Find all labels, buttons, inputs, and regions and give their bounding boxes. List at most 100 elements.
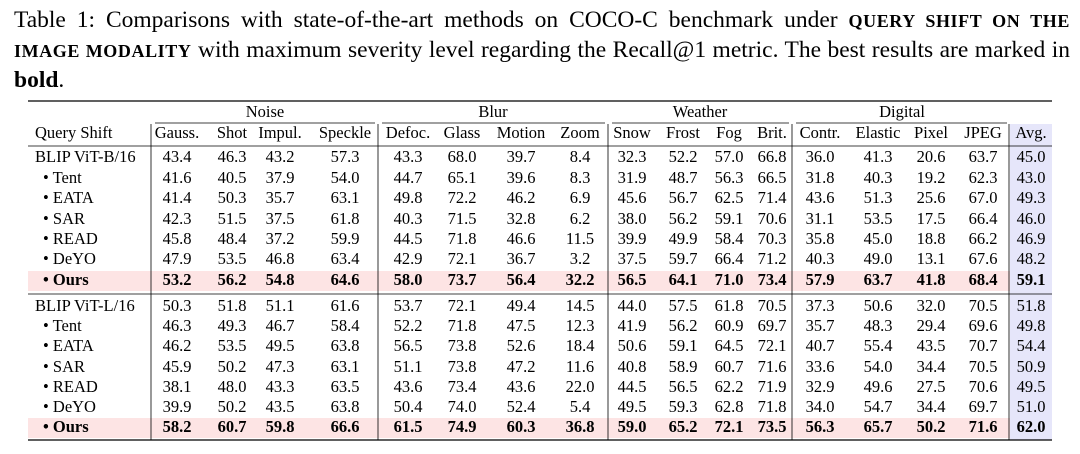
row-label: • SAR (43, 209, 85, 228)
group-header: Digital (879, 102, 925, 121)
cell: 73.4 (448, 377, 477, 396)
cell: 47.5 (507, 316, 536, 335)
cell: 50.6 (864, 296, 893, 315)
cell: 49.5 (266, 336, 295, 355)
cell: 46.2 (163, 336, 192, 355)
column-header: Fog (716, 123, 742, 142)
cell: 14.5 (566, 296, 595, 315)
cell: 32.8 (507, 209, 536, 228)
cell: 67.6 (969, 249, 998, 268)
cell: 54.4 (1017, 336, 1046, 355)
caption-emphasis: QUERY SHIFT ON THE IMAGE MODALITY (14, 11, 1070, 61)
cell: 36.7 (507, 249, 536, 268)
cell: 58.9 (669, 357, 698, 376)
cell: 51.1 (266, 296, 295, 315)
cell: 56.4 (507, 270, 536, 289)
cell: 58.2 (163, 417, 192, 436)
cell: 52.2 (394, 316, 423, 335)
column-header: Brit. (757, 123, 787, 142)
row-label: • READ (43, 229, 98, 248)
cell: 73.5 (758, 417, 787, 436)
cell: 61.6 (331, 296, 360, 315)
cell: 43.3 (266, 377, 295, 396)
column-header: JPEG (964, 123, 1002, 142)
cell: 44.7 (394, 168, 423, 187)
row-label: • EATA (43, 188, 94, 207)
cell: 54.0 (331, 168, 360, 187)
cell: 41.4 (163, 188, 192, 207)
cell: 11.6 (566, 357, 594, 376)
cell: 71.0 (715, 270, 744, 289)
cell: 36.0 (806, 147, 835, 166)
cell: 32.9 (806, 377, 835, 396)
cell: 57.0 (715, 147, 744, 166)
cell: 69.7 (758, 316, 787, 335)
cell: 63.1 (331, 357, 360, 376)
column-header: Speckle (319, 123, 371, 142)
cell: 43.2 (266, 147, 295, 166)
cell: 70.5 (969, 357, 998, 376)
cell: 71.2 (758, 249, 787, 268)
highlight-row (28, 418, 1010, 438)
cell: 18.8 (917, 229, 946, 248)
column-header: Contr. (800, 123, 841, 142)
cell: 29.4 (917, 316, 946, 335)
cell: 44.5 (618, 377, 647, 396)
cell: 11.5 (566, 229, 594, 248)
cell: 54.0 (864, 357, 893, 376)
cell: 57.3 (331, 147, 360, 166)
cell: 50.6 (618, 336, 647, 355)
cell: 41.8 (917, 270, 946, 289)
cell: 56.5 (618, 270, 647, 289)
cell: 49.5 (1017, 377, 1046, 396)
column-header: Query Shift (35, 123, 113, 142)
cell: 63.8 (331, 336, 360, 355)
column-header: Shot (217, 123, 248, 142)
cell: 62.5 (715, 188, 744, 207)
cell: 51.1 (394, 357, 423, 376)
cell: 59.3 (669, 397, 698, 416)
cell: 66.4 (969, 209, 998, 228)
cell: 6.2 (570, 209, 591, 228)
cell: 63.7 (864, 270, 893, 289)
cell: 37.5 (618, 249, 647, 268)
cell: 48.3 (864, 316, 893, 335)
cell: 37.2 (266, 229, 295, 248)
cell: 22.0 (566, 377, 595, 396)
cell: 45.6 (618, 188, 647, 207)
cell: 43.0 (1017, 168, 1046, 187)
cell: 71.6 (758, 357, 787, 376)
cell: 49.8 (1017, 316, 1046, 335)
cell: 41.3 (864, 147, 893, 166)
cell: 52.4 (507, 397, 536, 416)
cell: 71.5 (448, 209, 477, 228)
cell: 50.2 (218, 397, 247, 416)
cell: 49.3 (218, 316, 247, 335)
cell: 74.9 (448, 417, 477, 436)
cell: 27.5 (917, 377, 946, 396)
cell: 19.2 (917, 168, 946, 187)
cell: 48.2 (1017, 249, 1046, 268)
cell: 60.7 (715, 357, 744, 376)
cell: 51.8 (1017, 296, 1046, 315)
cell: 72.1 (715, 417, 744, 436)
cell: 46.6 (507, 229, 536, 248)
cell: 58.4 (331, 316, 360, 335)
cell: 31.9 (618, 168, 647, 187)
cell: 45.8 (163, 229, 192, 248)
cell: 63.1 (331, 188, 360, 207)
cell: 69.7 (969, 397, 998, 416)
cell: 38.0 (618, 209, 647, 228)
cell: 49.5 (618, 397, 647, 416)
cell: 37.5 (266, 209, 295, 228)
cell: 41.9 (618, 316, 647, 335)
cell: 60.9 (715, 316, 744, 335)
cell: 59.1 (715, 209, 744, 228)
cell: 53.5 (218, 249, 247, 268)
cell: 46.7 (266, 316, 295, 335)
cell: 46.0 (1017, 209, 1046, 228)
cell: 20.6 (917, 147, 946, 166)
cell: 44.5 (394, 229, 423, 248)
cell: 48.7 (669, 168, 698, 187)
